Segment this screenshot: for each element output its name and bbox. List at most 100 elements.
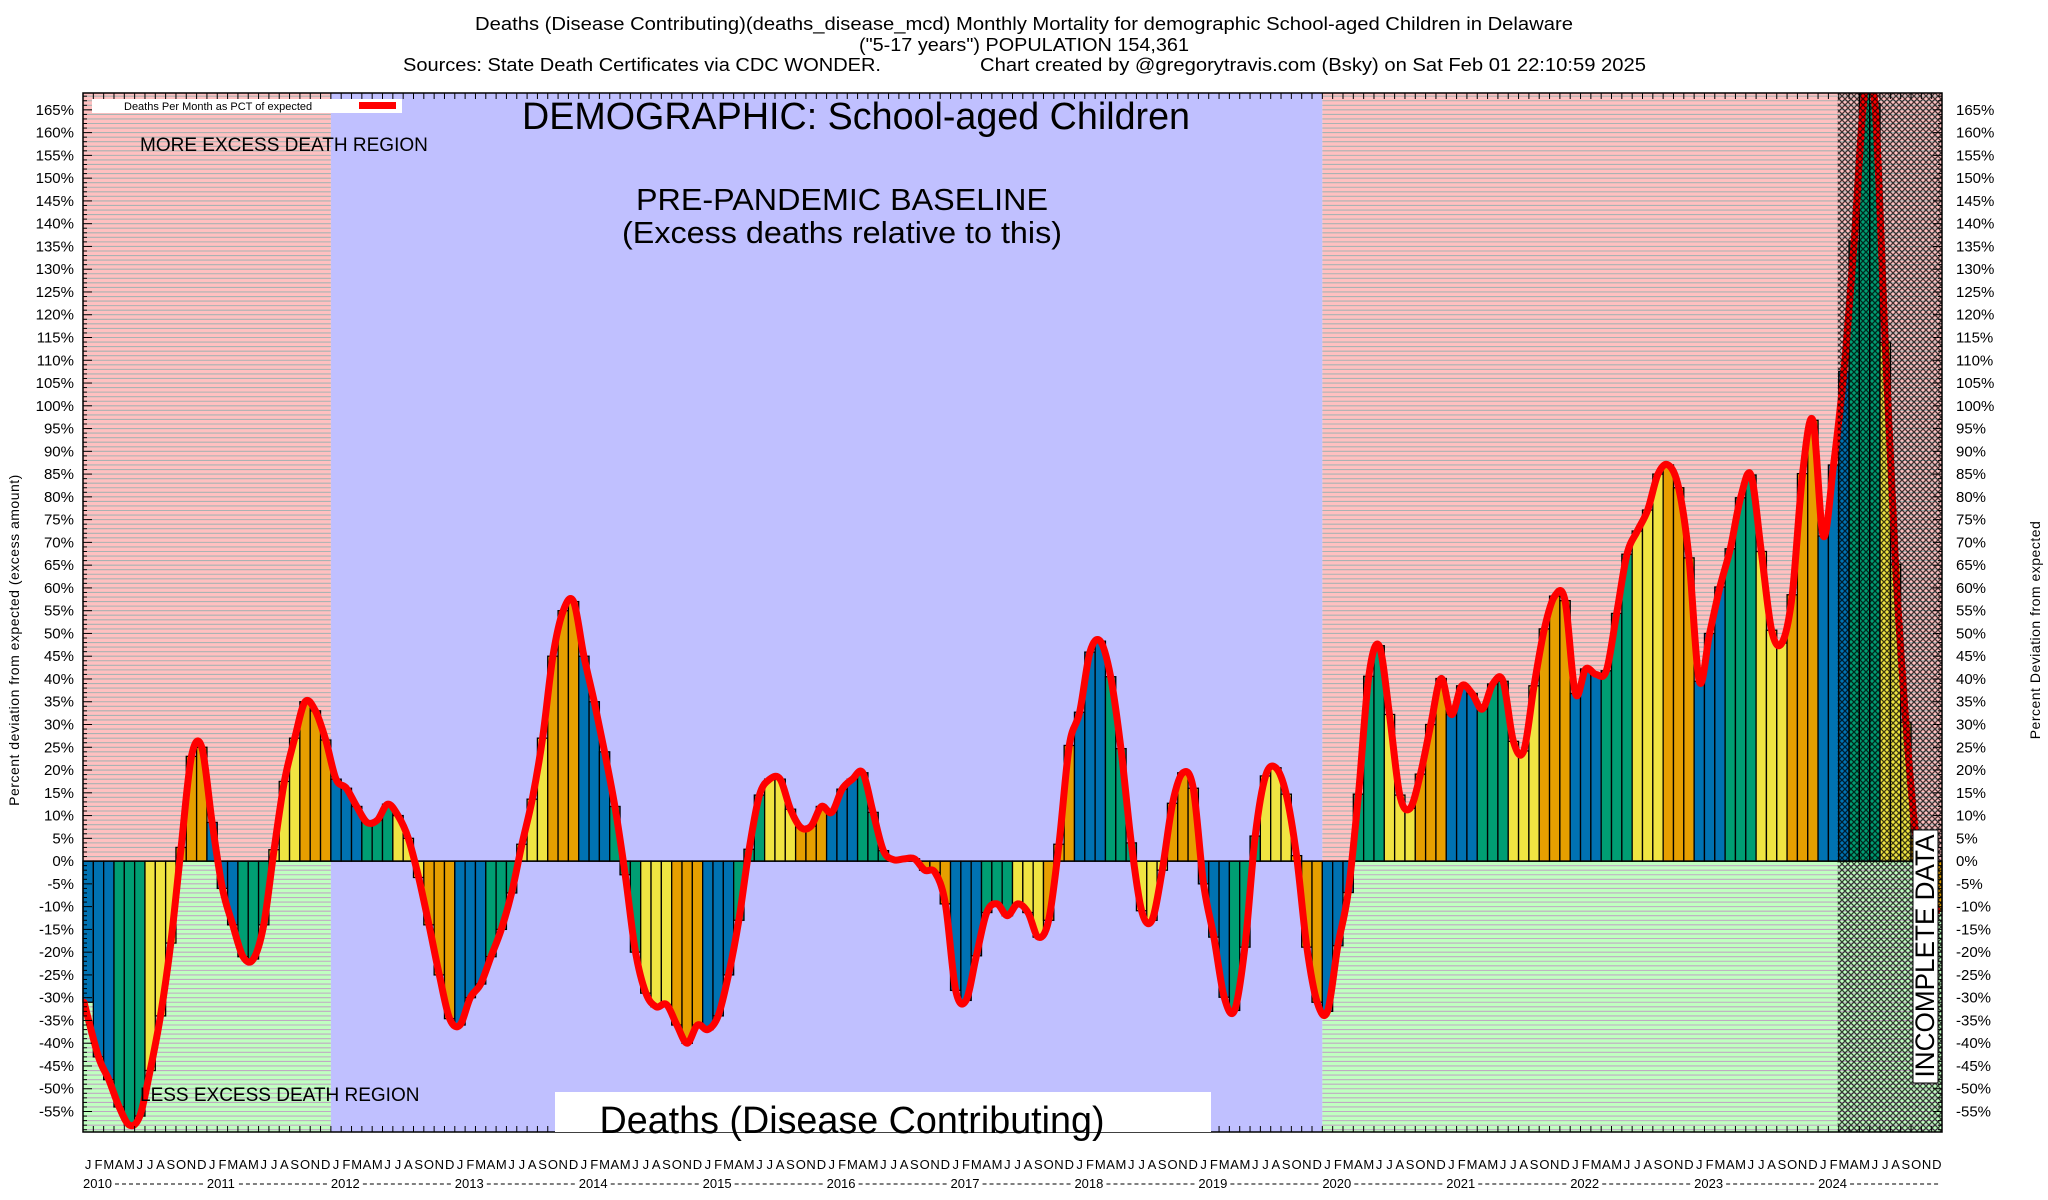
more-excess-region-label: MORE EXCESS DEATH REGION [140,135,428,156]
x-year-label: 2017 [951,1176,980,1191]
x-month-label: M [992,1157,1003,1172]
y-tick-label-left: 65% [44,557,74,574]
x-month-label: N [1178,1157,1187,1172]
bar [82,860,94,1003]
x-month-label: S [290,1157,299,1172]
y-tick-label-right: 130% [1956,261,1994,278]
y-tick-label-right: 60% [1956,580,1986,597]
y-tick-label-right: -50% [1956,1081,1991,1098]
y-tick-label-left: 130% [36,261,74,278]
x-month-label: M [227,1157,238,1172]
x-month-label: F [1582,1157,1590,1172]
x-month-label: J [271,1157,278,1172]
y-tick-label-right: 160% [1956,125,1994,142]
bar [1590,673,1602,862]
x-month-label: M [1095,1157,1106,1172]
y-tick-label-right: 75% [1956,512,1986,529]
x-month-label: N [1798,1157,1807,1172]
x-month-label: J [1696,1157,1703,1172]
x-month-label: O [176,1157,186,1172]
x-month-label: M [1363,1157,1374,1172]
x-month-label: S [910,1157,919,1172]
bar [454,860,466,1026]
y-tick-label-left: 150% [36,170,74,187]
y-tick-label-right: 30% [1956,717,1986,734]
x-month-label: A [1726,1157,1735,1172]
trend-line [83,93,1941,1130]
x-month-label: D [1808,1157,1817,1172]
y-tick-label-right: 140% [1956,216,1994,233]
x-year-label: 2021 [1446,1176,1475,1191]
x-month-label: J [1014,1157,1021,1172]
x-month-label: F [838,1157,846,1172]
x-month-label: S [1034,1157,1043,1172]
x-year-label: 2014 [579,1176,608,1191]
x-month-label: M [475,1157,486,1172]
x-month-label: J [1128,1157,1135,1172]
bar [825,811,838,862]
bar [681,860,693,1044]
x-month-label: D [1932,1157,1941,1172]
bar [330,778,342,862]
x-month-label: O [672,1157,682,1172]
y-tick-label-right: 120% [1956,307,1994,324]
y-tick-label-left: 165% [36,102,74,119]
x-month-label: A [1891,1157,1900,1172]
bar [691,860,704,1026]
chart-title-line1: Deaths (Disease Contributing)(deaths_dis… [475,14,1573,35]
y-tick-label-left: 100% [36,398,74,415]
x-month-label: J [1820,1157,1827,1172]
demographic-label: DEMOGRAPHIC: School-aged Children [522,96,1190,138]
x-year-label: 2023 [1694,1176,1723,1191]
y-axis-title-right: Percent Deviation from expected [2027,521,2043,740]
x-month-label: A [280,1157,289,1172]
x-month-label: A [1272,1157,1281,1172]
y-tick-label-right: 70% [1956,534,1986,551]
bar [464,860,477,999]
bar [846,778,859,862]
x-month-label: O [1415,1157,1425,1172]
x-month-label: A [1354,1157,1363,1172]
x-month-label: S [166,1157,175,1172]
x-month-label: M [868,1157,879,1172]
y-tick-label-left: 0% [52,853,74,870]
x-month-label: D [321,1157,330,1172]
x-year-label: 2016 [827,1176,856,1191]
y-tick-label-left: 95% [44,421,74,438]
bar [660,860,673,1006]
x-month-label: F [1706,1157,1714,1172]
bar [1486,683,1499,862]
x-month-label: O [1291,1157,1301,1172]
x-month-label: J [1500,1157,1507,1172]
x-month-label: A [1395,1157,1404,1172]
x-month-label: M [1611,1157,1622,1172]
x-month-label: A [156,1157,165,1172]
x-month-label: J [890,1157,897,1172]
bar [1745,474,1757,862]
bar [1714,586,1726,862]
bar [567,600,580,862]
y-tick-label-left: -35% [39,1012,74,1029]
x-month-label: A [858,1157,867,1172]
x-month-label: D [693,1157,702,1172]
bar [1455,685,1468,862]
x-month-label: A [982,1157,991,1172]
bar [557,610,570,862]
x-year-label: 2024 [1818,1176,1847,1191]
y-tick-label-left: 140% [36,216,74,233]
x-month-label: J [829,1157,836,1172]
x-month-label: F [1458,1157,1466,1172]
x-month-label: S [1654,1157,1663,1172]
bar [1621,553,1633,862]
bar [1517,750,1530,862]
x-month-label: N [1302,1157,1311,1172]
x-month-label: J [1872,1157,1879,1172]
x-month-label: J [1138,1157,1145,1172]
legend: Deaths Per Month as PCT of expected [92,99,402,113]
x-month-label: S [662,1157,671,1172]
x-month-label: A [1230,1157,1239,1172]
line-series [83,93,1941,1130]
x-month-label: M [847,1157,858,1172]
bar [1600,670,1613,862]
